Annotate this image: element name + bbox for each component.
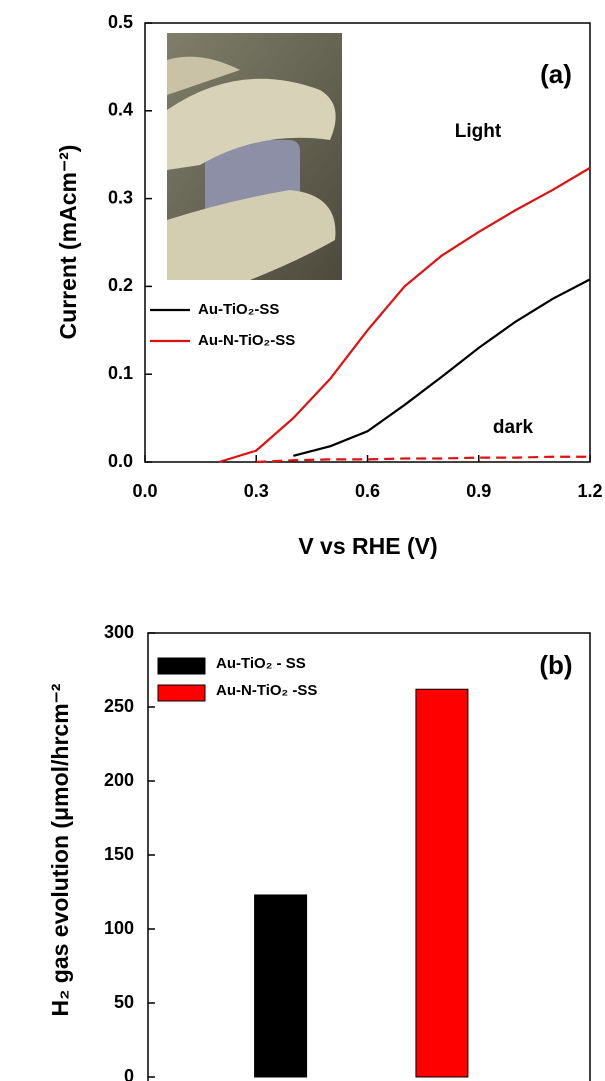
x-tick-label: 0.6 [355, 481, 380, 501]
y-tick-label: 0.1 [108, 363, 133, 383]
plot-frame [147, 632, 591, 1081]
data-line [218, 166, 591, 464]
bar [415, 688, 469, 1078]
bar [254, 894, 308, 1078]
legend-label: Au-N-TiO₂ -SS [216, 682, 317, 699]
y-tick-label: 0 [124, 1066, 134, 1081]
x-tick-label: 1.2 [577, 481, 602, 501]
annotation: (b) [539, 650, 572, 680]
annotation: Light [455, 121, 502, 142]
data-line [256, 455, 590, 464]
y-axis-label: Current (mAcm⁻²) [55, 145, 81, 340]
y-tick-label: 0.4 [108, 100, 133, 120]
annotation: dark [493, 417, 534, 438]
y-tick-label: 0.3 [108, 187, 133, 207]
legend-label: Au-TiO₂-SS [198, 301, 279, 318]
x-axis-label: V vs RHE (V) [298, 533, 437, 559]
y-tick-label: 150 [104, 844, 134, 864]
y-axis-label: H₂ gas evolution (μmol/hrcm⁻² [47, 683, 73, 1016]
y-tick-label: 250 [104, 696, 134, 716]
y-tick-label: 0.5 [108, 12, 133, 32]
legend-swatch [157, 657, 206, 675]
chart-a: 0.0 0.1 0.2 0.3 0.4 0.5 0.0 0.3 0.6 0.9 1.2 V vs RH… [55, 12, 602, 559]
data-line [293, 278, 591, 457]
y-tick-label: 50 [114, 992, 134, 1012]
y-tick-label: 100 [104, 918, 134, 938]
legend-swatch [157, 684, 206, 702]
y-tick-label: 200 [104, 770, 134, 790]
chart-b: 0 50 100 150 200 250 300 H₂ gas evolution (μmol… [47, 622, 591, 1081]
y-tick-label: 0.2 [108, 275, 133, 295]
x-tick-label: 0.9 [466, 481, 491, 501]
x-tick-label: 0.0 [132, 481, 157, 501]
legend-label: Au-TiO₂ - SS [216, 655, 306, 672]
y-tick-label: 300 [104, 622, 134, 642]
y-tick-label: 0.0 [108, 451, 133, 471]
annotation: (a) [540, 59, 572, 89]
legend-label: Au-N-TiO₂-SS [198, 332, 295, 349]
x-tick-label: 0.3 [244, 481, 269, 501]
inset-photo [167, 33, 342, 280]
